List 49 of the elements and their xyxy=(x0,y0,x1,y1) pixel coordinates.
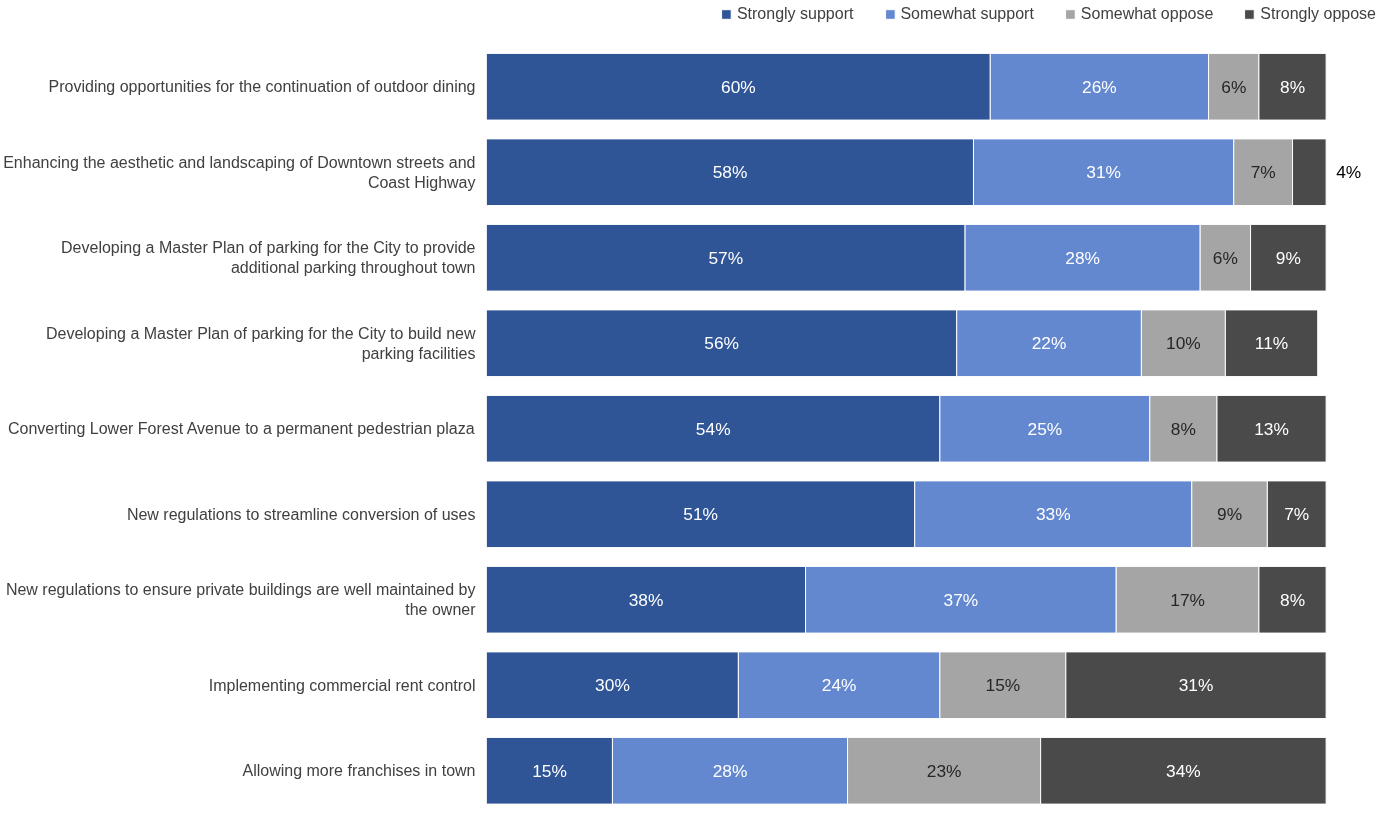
legend-label: Strongly support xyxy=(736,5,854,23)
data-label: 15% xyxy=(985,675,1021,696)
y-tick-label: New regulations to ensure private buildings are well maintained by the owner xyxy=(5,581,477,619)
y-tick-label: Developing a Master Plan of parking for the City to provide additional parking throughout town xyxy=(61,239,476,277)
data-label: 6% xyxy=(1221,76,1247,97)
data-label: 28% xyxy=(1065,247,1100,268)
data-label: 8% xyxy=(1280,589,1306,610)
data-label: 57% xyxy=(708,247,744,268)
data-label: 9% xyxy=(1275,247,1301,268)
data-label: 37% xyxy=(943,589,979,610)
y-tick-label: Allowing more franchises in town xyxy=(242,762,476,780)
data-label: 30% xyxy=(595,675,630,696)
data-label: 22% xyxy=(1031,333,1067,354)
data-label: 6% xyxy=(1212,247,1238,268)
data-label: 15% xyxy=(532,760,567,781)
y-tick-label: Converting Lower Forest Avenue to a permanent pedestrian plaza xyxy=(7,420,475,438)
data-label: 7% xyxy=(1250,162,1276,183)
legend-label: Somewhat oppose xyxy=(1080,5,1214,23)
y-tick-label: New regulations to streamline conversion of uses xyxy=(126,505,476,523)
legend-label: Somewhat support xyxy=(900,5,1034,23)
y-tick-label: Providing opportunities for the continuation of outdoor dining xyxy=(48,78,476,96)
y-tick-label: Developing a Master Plan of parking for the City to build new parking facilities xyxy=(45,324,476,362)
data-label: 11% xyxy=(1254,333,1289,354)
data-label: 7% xyxy=(1284,504,1310,525)
data-label: 8% xyxy=(1280,76,1306,97)
data-label: 38% xyxy=(628,589,664,610)
data-label: 24% xyxy=(821,675,857,696)
y-tick-label: Implementing commercial rent control xyxy=(208,676,476,694)
data-label: 26% xyxy=(1082,76,1117,97)
data-label: 25% xyxy=(1027,418,1063,439)
data-label: 28% xyxy=(712,760,748,781)
y-tick-label: Enhancing the aesthetic and landscaping of Downtown streets and Coast Highway xyxy=(3,153,476,191)
data-label: 8% xyxy=(1170,418,1196,439)
data-label: 31% xyxy=(1086,162,1121,183)
data-label: 58% xyxy=(712,162,748,183)
data-label: 31% xyxy=(1178,675,1214,696)
data-label: 51% xyxy=(683,504,718,525)
data-label: 56% xyxy=(704,333,739,354)
data-label: 34% xyxy=(1166,760,1201,781)
data-label: 60% xyxy=(721,76,756,97)
data-label: 13% xyxy=(1254,418,1289,439)
data-label: 10% xyxy=(1166,333,1201,354)
data-label: 9% xyxy=(1217,504,1243,525)
data-label: 33% xyxy=(1035,504,1071,525)
data-label: 4% xyxy=(1336,162,1362,183)
data-label: 23% xyxy=(926,760,962,781)
data-label: 54% xyxy=(695,418,731,439)
data-label: 17% xyxy=(1170,589,1205,610)
legend-label: Strongly oppose xyxy=(1260,5,1376,23)
